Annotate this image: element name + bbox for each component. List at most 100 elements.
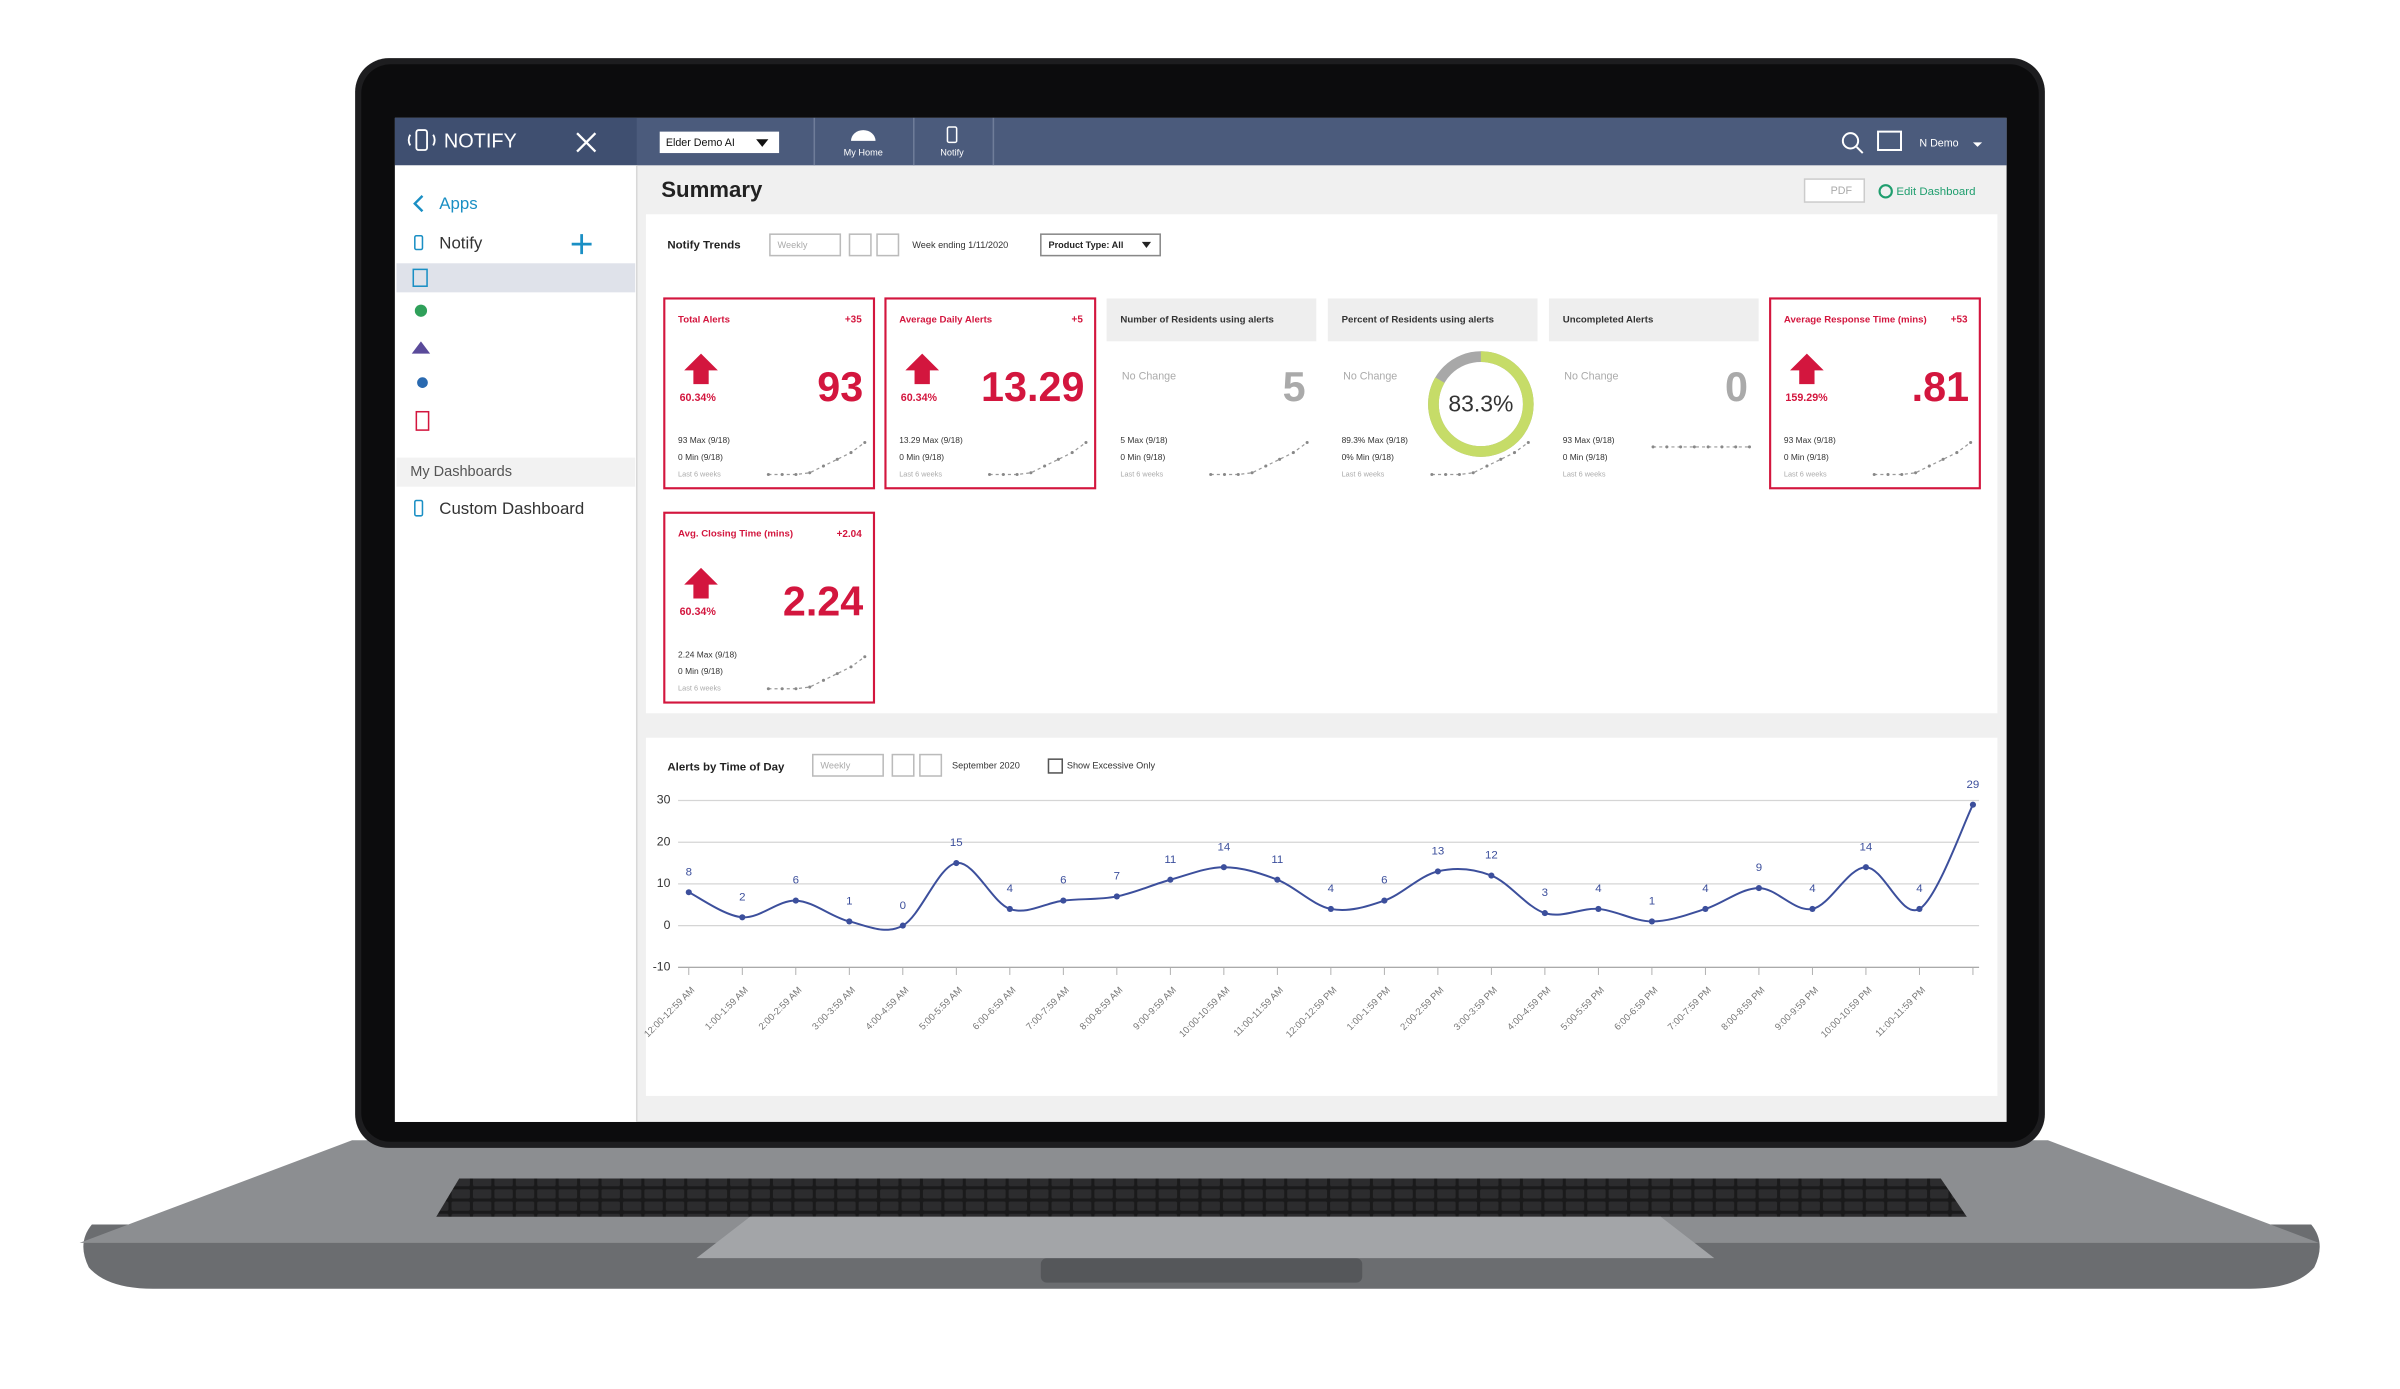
card-header <box>1327 298 1538 342</box>
sparkline-dot <box>1056 457 1060 461</box>
point <box>1755 885 1762 892</box>
section-title: My Dashboards <box>410 464 512 480</box>
sparkline-dot <box>1679 445 1683 449</box>
card-min: 0% Min (9/18) <box>1342 452 1395 462</box>
checkbox[interactable] <box>1047 758 1064 774</box>
sparkline-dot <box>766 472 770 477</box>
data-label: 4 <box>1328 883 1335 895</box>
sparkline-dot <box>1430 472 1434 477</box>
card-value: 2.24 <box>783 579 863 625</box>
data-label: 11 <box>1164 854 1176 866</box>
sparkline-dot <box>1665 445 1669 449</box>
chart-title: Alerts by Time of Day <box>667 762 785 774</box>
card <box>663 511 876 704</box>
sparkline <box>989 441 1087 476</box>
panel-title: Notify Trends <box>667 240 740 252</box>
filter: Product Type: All <box>1048 240 1123 250</box>
card-max: 13.29 Max (9/18) <box>899 435 963 445</box>
sparkline-dot <box>1278 457 1282 461</box>
section-bg <box>396 457 636 487</box>
data-label: 14 <box>1217 841 1230 853</box>
back-link[interactable]: Apps <box>439 194 477 213</box>
data-label: 8 <box>686 866 692 878</box>
sparkline-dot <box>1209 472 1213 477</box>
card <box>663 297 876 490</box>
point <box>846 918 853 925</box>
sparkline-dot <box>1029 471 1033 475</box>
sparkline-dot <box>835 457 839 461</box>
card-max: 93 Max (9/18) <box>1563 435 1615 445</box>
period-select[interactable] <box>811 753 884 777</box>
up-arrow <box>905 353 940 385</box>
point <box>1113 893 1120 900</box>
card-min: 0 Min (9/18) <box>1120 452 1165 462</box>
prev-button[interactable] <box>848 233 872 257</box>
card-value: 13.29 <box>981 364 1084 410</box>
filter-select[interactable] <box>1040 233 1161 257</box>
card-footnote: Last 6 weeks <box>678 684 721 693</box>
sparkline-dot <box>1485 464 1489 468</box>
dashboard-link[interactable]: Custom Dashboard <box>439 499 584 518</box>
fullscreen-icon[interactable] <box>1877 130 1902 151</box>
data-label: 29 <box>1967 779 1980 791</box>
card-value: 5 <box>1283 364 1306 410</box>
nav-item[interactable]: Notify <box>940 147 964 157</box>
item-icon <box>414 304 428 317</box>
pdf-button[interactable] <box>1803 178 1866 203</box>
point <box>1434 868 1441 875</box>
close-button[interactable] <box>576 132 597 153</box>
facility-select[interactable] <box>659 131 780 154</box>
point <box>792 897 799 904</box>
sparkline-dot <box>1222 472 1227 477</box>
prev-button[interactable] <box>891 753 915 777</box>
data-label: 2 <box>739 891 745 903</box>
data-label: 12 <box>1485 850 1498 862</box>
card-value: .81 <box>1912 364 1969 410</box>
data-label: 4 <box>1809 883 1816 895</box>
next-button[interactable] <box>876 233 900 257</box>
next-button[interactable] <box>919 753 943 777</box>
data-label: 4 <box>1702 883 1709 895</box>
series-line <box>688 804 1974 931</box>
card-trend: 60.34% <box>901 392 938 404</box>
sparkline-dot <box>794 687 798 691</box>
sparkline-dot <box>835 672 839 676</box>
sparkline-dot <box>1499 457 1503 461</box>
data-label: 13 <box>1431 846 1444 858</box>
sparkline-dot <box>1955 451 1959 455</box>
sparkline-dot <box>1236 472 1240 477</box>
card-value: 93 <box>817 364 863 410</box>
app-icon <box>414 234 424 251</box>
sparkline-dot <box>863 655 867 659</box>
card-trend: 60.34% <box>680 392 717 404</box>
sparkline-dot <box>780 687 784 691</box>
card-trend: No Change <box>1564 370 1618 382</box>
nav-item[interactable]: My Home <box>844 147 883 157</box>
y-tick-label: 0 <box>664 918 671 932</box>
sparkline-dot <box>1001 472 1005 477</box>
up-arrow <box>684 353 718 385</box>
user-menu[interactable]: N Demo <box>1919 138 1958 150</box>
card-change: +2.04 <box>837 529 863 540</box>
brand: NOTIFY <box>444 131 517 153</box>
data-label: 7 <box>1114 871 1120 883</box>
period: Weekly <box>778 240 808 250</box>
item-icon <box>417 377 428 389</box>
hinge-notch <box>1040 1258 1363 1283</box>
period-select[interactable] <box>769 233 842 257</box>
add-button[interactable] <box>571 234 592 255</box>
search-icon[interactable] <box>1841 132 1864 154</box>
point <box>1541 910 1548 917</box>
card-min: 0 Min (9/18) <box>678 452 723 462</box>
item-icon <box>411 341 431 354</box>
donut-label: 83.3% <box>1448 391 1513 417</box>
data-label: 15 <box>950 837 963 849</box>
sparkline-dot <box>1264 464 1268 468</box>
point <box>685 889 692 896</box>
card-max: 5 Max (9/18) <box>1120 435 1167 445</box>
point <box>1595 905 1602 912</box>
card-value: 0 <box>1725 364 1748 410</box>
edit-dashboard[interactable]: Edit Dashboard <box>1896 186 1975 198</box>
data-label: 14 <box>1860 841 1873 853</box>
app-name[interactable]: Notify <box>439 234 483 253</box>
